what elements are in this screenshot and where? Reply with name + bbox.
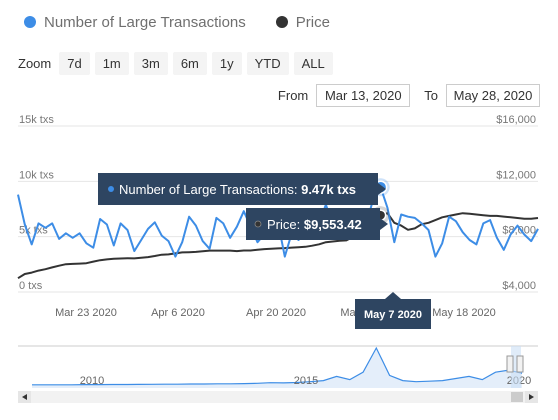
tooltip-pointer xyxy=(378,183,386,195)
tooltip-transactions-text: Number of Large Transactions: 9.47k txs xyxy=(119,182,356,197)
tooltip-price-text: Price: $9,553.42 xyxy=(267,217,362,232)
from-label: From xyxy=(277,88,309,103)
navigator-handle-left[interactable] xyxy=(506,355,514,373)
y-left-tick-label: 10k txs xyxy=(19,169,54,181)
tooltip-dot-icon xyxy=(254,220,262,228)
scroll-right-arrow-icon xyxy=(529,394,534,400)
tooltip-price-box xyxy=(246,208,380,240)
tooltip-dot-icon xyxy=(108,186,114,192)
date-range-selector: From Mar 13, 2020 To May 28, 2020 xyxy=(264,84,540,107)
scrollbar-thumb[interactable] xyxy=(511,392,523,402)
y-left-tick-label: 15k txs xyxy=(19,114,54,126)
tooltip-value: 9.47k txs xyxy=(301,182,356,197)
date-tooltip-box xyxy=(355,299,431,329)
y-right-tick-label: $4,000 xyxy=(502,280,536,292)
from-date-input[interactable]: Mar 13, 2020 xyxy=(316,84,411,107)
navigator-selection xyxy=(511,346,521,388)
navigator-year-label: 2015 xyxy=(294,375,318,387)
x-tick-label: Ma xyxy=(340,307,356,319)
x-tick-label: May 18 2020 xyxy=(432,307,496,319)
scroll-left-arrow-icon xyxy=(22,394,27,400)
navigator-area xyxy=(32,348,522,388)
zoom-all-button[interactable]: ALL xyxy=(293,52,333,75)
zoom-7d-button[interactable]: 7d xyxy=(59,52,90,75)
x-tick-label: Mar 23 2020 xyxy=(55,307,117,319)
zoom-3m-button[interactable]: 3m xyxy=(133,52,168,75)
date-tooltip-pointer xyxy=(385,292,401,299)
navigator-line xyxy=(32,346,523,386)
tooltip-label: Price: xyxy=(267,217,304,232)
to-label: To xyxy=(424,88,438,103)
tooltip-pointer xyxy=(380,218,388,230)
y-left-tick-label: 0 txs xyxy=(19,280,43,292)
zoom-selector: Zoom 7d 1m 3m 6m 1y YTD ALL xyxy=(18,52,338,75)
legend-label: Price xyxy=(295,13,330,31)
tooltip-label: Number of Large Transactions: xyxy=(119,182,301,197)
zoom-label: Zoom xyxy=(18,56,52,71)
tooltip-transactions-box xyxy=(98,173,378,205)
zoom-6m-button[interactable]: 6m xyxy=(172,52,207,75)
zoom-ytd-button[interactable]: YTD xyxy=(246,52,289,75)
y-right-tick-label: $16,000 xyxy=(496,114,536,126)
zoom-1y-button[interactable]: 1y xyxy=(211,52,242,75)
legend-item-price[interactable]: Price xyxy=(275,13,330,31)
legend: Number of Large Transactions Price xyxy=(24,10,360,34)
legend-dot-icon xyxy=(275,16,288,28)
x-tick-label: Apr 20 2020 xyxy=(246,307,306,319)
zoom-1m-button[interactable]: 1m xyxy=(94,52,129,75)
navigator-handle-right[interactable] xyxy=(516,355,524,373)
navigator-year-label: 2010 xyxy=(80,375,104,387)
legend-label: Number of Large Transactions xyxy=(44,13,246,31)
legend-dot-icon xyxy=(24,16,36,28)
scrollbar-track[interactable] xyxy=(18,391,538,403)
legend-item-transactions[interactable]: Number of Large Transactions xyxy=(24,14,246,31)
date-tooltip-text: May 7 2020 xyxy=(364,309,422,321)
x-tick-label: Apr 6 2020 xyxy=(151,307,205,319)
to-date-input[interactable]: May 28, 2020 xyxy=(446,84,540,107)
y-right-tick-label: $12,000 xyxy=(496,169,536,181)
price-series-line xyxy=(17,212,539,280)
tooltip-value: $9,553.42 xyxy=(304,217,362,232)
